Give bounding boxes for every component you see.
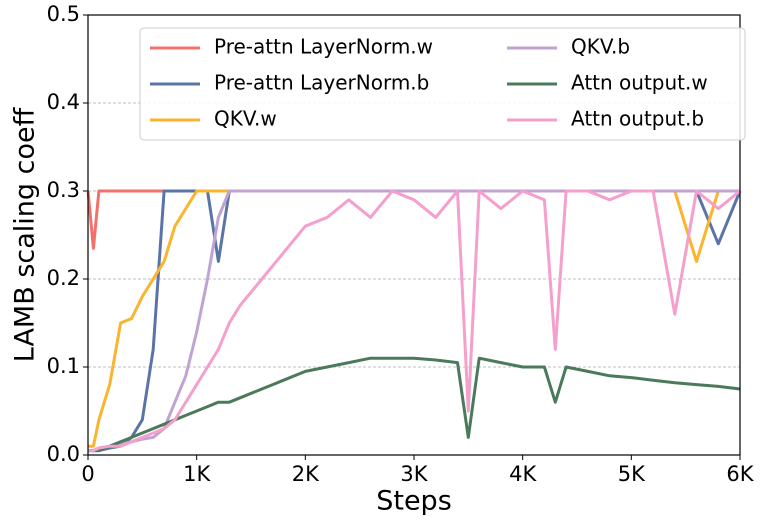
x-tick-label: 1K (183, 462, 211, 486)
legend: Pre-attn LayerNorm.w Pre-attn LayerNorm.b… (139, 27, 746, 141)
data-line (88, 189, 740, 448)
legend-label: Attn output.w (571, 71, 708, 95)
y-tick-label: 0.2 (47, 266, 80, 290)
x-tick-label: 2K (292, 462, 320, 486)
plot-frame (87, 14, 741, 456)
data-line (88, 189, 742, 453)
data-line (88, 189, 741, 453)
data-line (88, 356, 741, 453)
y-tick-label: 0.3 (47, 178, 80, 202)
y-tick-label: 0.0 (47, 442, 80, 466)
x-tick-label: 5K (618, 462, 646, 486)
y-axis-label: LAMB scaling coeff (10, 106, 41, 362)
y-tick-label: 0.5 (47, 2, 80, 26)
legend-label: QKV.w (214, 107, 277, 131)
x-tick-label: 6K (726, 462, 754, 486)
x-tick-label: 4K (509, 462, 537, 486)
legend-label: Pre-attn LayerNorm.b (214, 71, 429, 95)
x-tick-label: 0 (81, 462, 94, 486)
y-tick-label: 0.1 (47, 354, 80, 378)
data-line (88, 189, 740, 453)
legend-label: QKV.b (571, 35, 630, 59)
y-tick-label: 0.4 (47, 90, 80, 114)
legend-label: Pre-attn LayerNorm.w (214, 35, 433, 59)
legend-label: Attn output.b (571, 107, 704, 131)
x-tick-label: 3K (400, 462, 428, 486)
x-axis-label: Steps (376, 486, 452, 517)
legend-box (139, 27, 746, 141)
